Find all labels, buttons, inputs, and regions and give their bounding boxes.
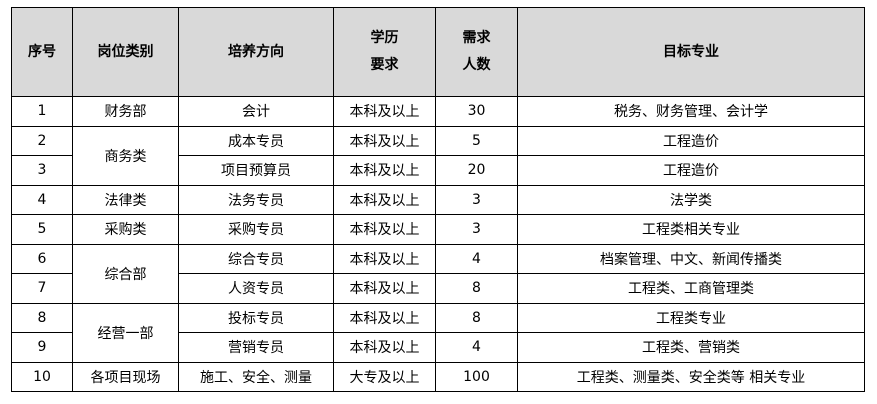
cell-edu: 本科及以上 bbox=[333, 184, 436, 215]
cell-edu: 大专及以上 bbox=[333, 361, 436, 392]
cell-edu: 本科及以上 bbox=[333, 214, 436, 245]
table-row: 6 综合部 综合专员 本科及以上 4 档案管理、中文、新闻传播类 bbox=[11, 243, 865, 304]
cell-major: 工程类专业 bbox=[517, 302, 865, 333]
table-row: 5 采购类 采购专员 本科及以上 3 工程类相关专业 bbox=[11, 214, 865, 245]
header-count-line1: 需求 bbox=[462, 30, 491, 46]
table-row: 4 法律类 法务专员 本科及以上 3 法学类 bbox=[11, 184, 865, 215]
cell-count: 4 bbox=[435, 243, 518, 274]
cell-major: 工程类、营销类 bbox=[517, 332, 865, 363]
cell-count: 30 bbox=[435, 96, 518, 127]
table-row: 9 营销专员 本科及以上 4 工程类、营销类 bbox=[11, 332, 865, 363]
header-edu-line2: 要求 bbox=[370, 57, 399, 73]
cell-category: 综合部 bbox=[72, 243, 179, 304]
cell-count: 100 bbox=[435, 361, 518, 392]
cell-edu: 本科及以上 bbox=[333, 302, 436, 333]
recruitment-table: 序号 岗位类别 培养方向 学历 要求 需求 人数 目标专业 1 财务部 会计 本科及以上 3… bbox=[11, 7, 865, 392]
cell-direction: 人资专员 bbox=[178, 273, 334, 304]
cell-no: 5 bbox=[11, 214, 73, 245]
header-direction: 培养方向 bbox=[178, 7, 334, 97]
cell-major: 税务、财务管理、会计学 bbox=[517, 96, 865, 127]
table-row: 8 经营一部 投标专员 本科及以上 8 工程类专业 bbox=[11, 302, 865, 363]
cell-count: 5 bbox=[435, 125, 518, 156]
cell-category: 各项目现场 bbox=[72, 361, 179, 392]
cell-direction: 综合专员 bbox=[178, 243, 334, 274]
header-no: 序号 bbox=[11, 7, 73, 97]
cell-major: 工程造价 bbox=[517, 155, 865, 186]
cell-count: 3 bbox=[435, 184, 518, 215]
cell-direction: 法务专员 bbox=[178, 184, 334, 215]
cell-category: 经营一部 bbox=[72, 302, 179, 363]
cell-direction: 成本专员 bbox=[178, 125, 334, 156]
cell-edu: 本科及以上 bbox=[333, 155, 436, 186]
cell-no: 3 bbox=[11, 155, 73, 186]
cell-edu: 本科及以上 bbox=[333, 332, 436, 363]
cell-edu: 本科及以上 bbox=[333, 243, 436, 274]
cell-major: 工程类相关专业 bbox=[517, 214, 865, 245]
header-row: 序号 岗位类别 培养方向 学历要求 需求人数 目标专业 bbox=[11, 7, 865, 97]
cell-category: 财务部 bbox=[72, 96, 179, 127]
cell-count: 8 bbox=[435, 302, 518, 333]
cell-major: 工程类、工商管理类 bbox=[517, 273, 865, 304]
cell-major: 工程造价 bbox=[517, 125, 865, 156]
cell-direction: 会计 bbox=[178, 96, 334, 127]
cell-count: 8 bbox=[435, 273, 518, 304]
cell-category: 法律类 bbox=[72, 184, 179, 215]
cell-category: 商务类 bbox=[72, 125, 179, 186]
cell-count: 3 bbox=[435, 214, 518, 245]
header-count-line2: 人数 bbox=[462, 57, 491, 73]
header-major: 目标专业 bbox=[517, 7, 865, 97]
cell-direction: 施工、安全、测量 bbox=[178, 361, 334, 392]
cell-major: 档案管理、中文、新闻传播类 bbox=[517, 243, 865, 274]
table-row: 7 人资专员 本科及以上 8 工程类、工商管理类 bbox=[11, 273, 865, 304]
cell-no: 1 bbox=[11, 96, 73, 127]
cell-no: 4 bbox=[11, 184, 73, 215]
cell-major: 工程类、测量类、安全类等 相关专业 bbox=[517, 361, 865, 392]
header-count: 需求 人数 bbox=[435, 7, 518, 97]
cell-direction: 采购专员 bbox=[178, 214, 334, 245]
cell-no: 9 bbox=[11, 332, 73, 363]
cell-edu: 本科及以上 bbox=[333, 125, 436, 156]
header-edu-line1: 学历 bbox=[370, 30, 399, 46]
cell-no: 10 bbox=[11, 361, 73, 392]
cell-major: 法学类 bbox=[517, 184, 865, 215]
cell-count: 4 bbox=[435, 332, 518, 363]
header-category: 岗位类别 bbox=[72, 7, 179, 97]
header-edu: 学历 要求 bbox=[333, 7, 436, 97]
table-row: 2 商务类 成本专员 本科及以上 5 工程造价 bbox=[11, 125, 865, 186]
table-row: 10 各项目现场 施工、安全、测量 大专及以上 100 工程类、测量类、安全类等 相关专业 bbox=[11, 361, 865, 392]
cell-count: 20 bbox=[435, 155, 518, 186]
cell-direction: 项目预算员 bbox=[178, 155, 334, 186]
cell-edu: 本科及以上 bbox=[333, 96, 436, 127]
cell-direction: 投标专员 bbox=[178, 302, 334, 333]
table-row: 3 项目预算员 本科及以上 20 工程造价 bbox=[11, 155, 865, 186]
cell-no: 6 bbox=[11, 243, 73, 274]
cell-category: 采购类 bbox=[72, 214, 179, 245]
cell-direction: 营销专员 bbox=[178, 332, 334, 363]
table-row: 1 财务部 会计 本科及以上 30 税务、财务管理、会计学 bbox=[11, 96, 865, 127]
cell-no: 8 bbox=[11, 302, 73, 333]
cell-no: 2 bbox=[11, 125, 73, 156]
cell-no: 7 bbox=[11, 273, 73, 304]
cell-edu: 本科及以上 bbox=[333, 273, 436, 304]
